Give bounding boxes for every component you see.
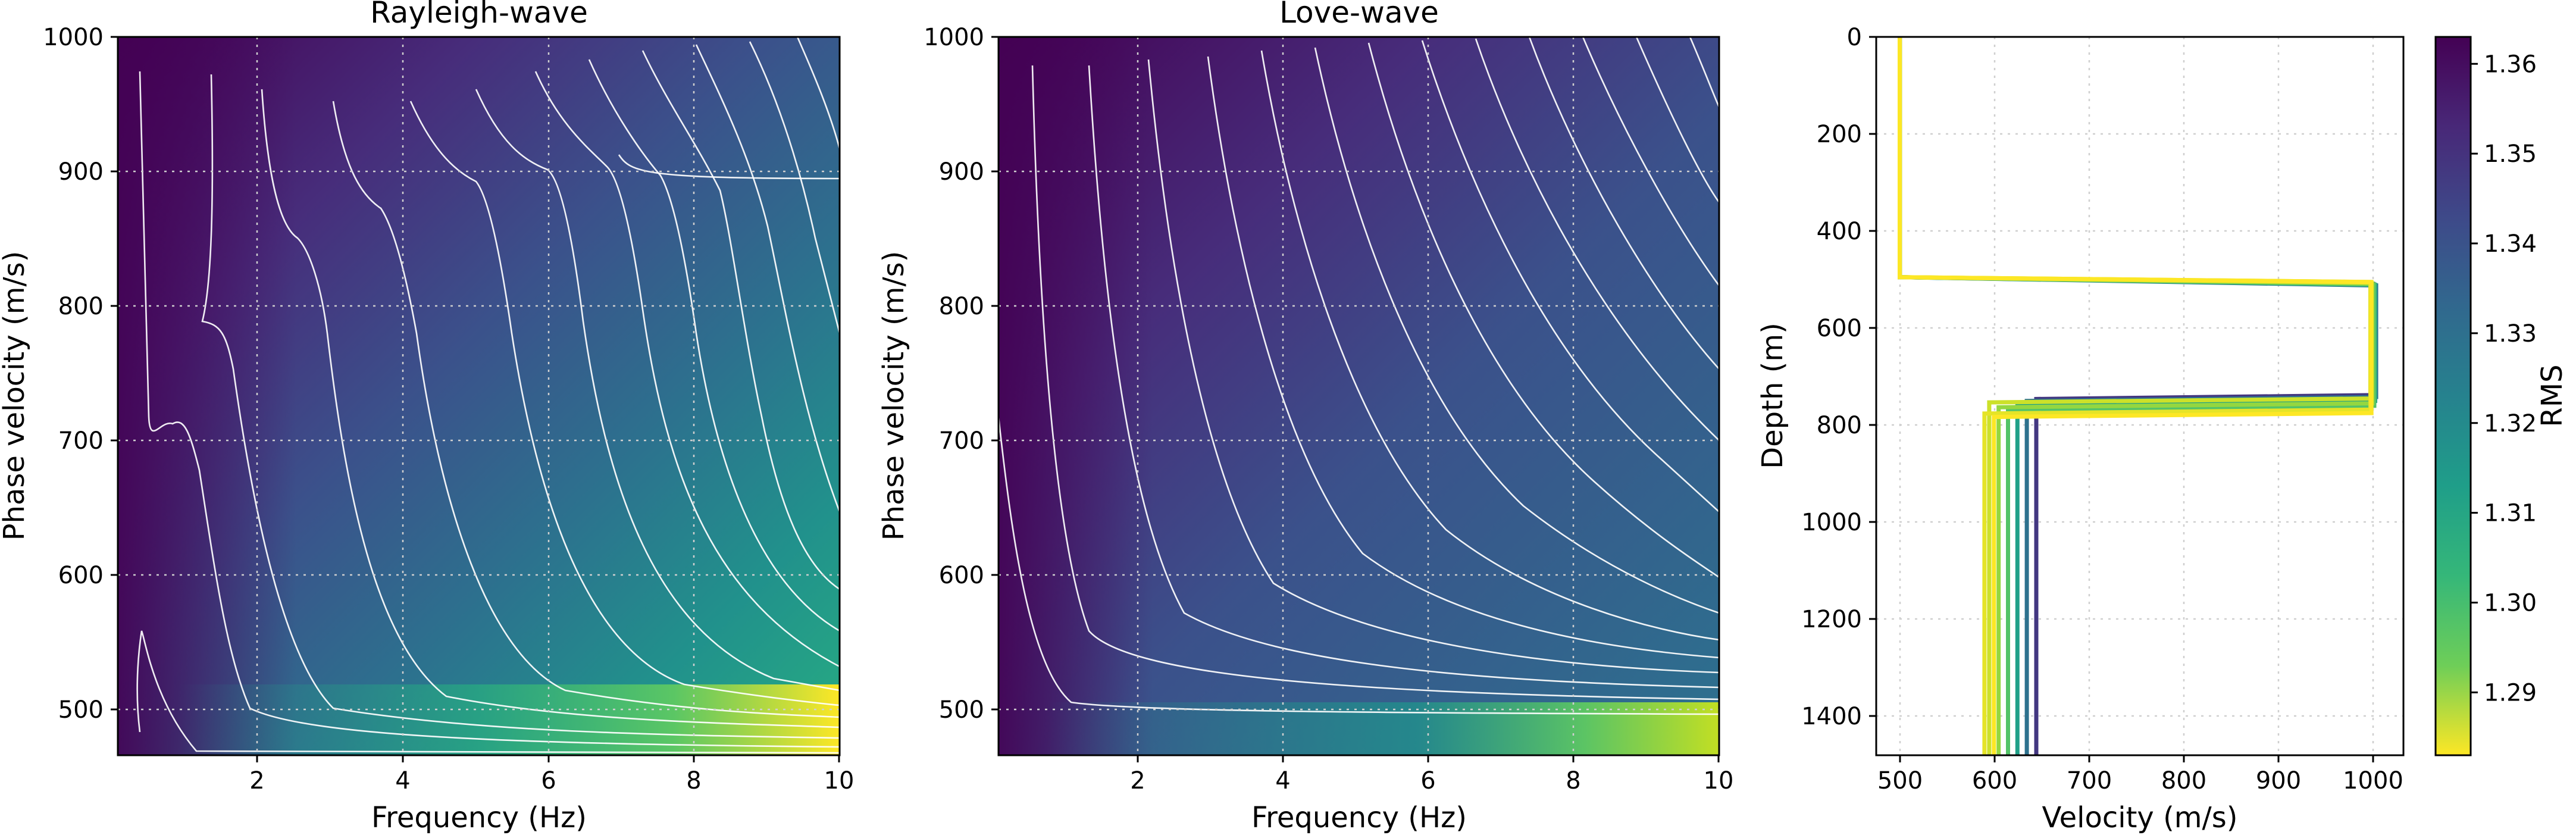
love-title: Love-wave xyxy=(1279,0,1439,30)
love-xtick: 8 xyxy=(1566,767,1580,795)
love-y-ticks: 500 600 700 800 900 1000 xyxy=(924,24,999,724)
colorbar-tick-label: 1.34 xyxy=(2484,230,2537,258)
love-xtick: 4 xyxy=(1275,767,1290,795)
velocity-ytick: 600 xyxy=(1817,315,1862,342)
colorbar-gradient xyxy=(2436,37,2471,755)
velocity-ytick: 200 xyxy=(1817,121,1862,148)
love-xtick: 2 xyxy=(1130,767,1145,795)
velocity-y-ticks: 0 200 400 600 800 1000 1200 1400 xyxy=(1801,24,1876,730)
rayleigh-xlabel: Frequency (Hz) xyxy=(371,801,587,834)
rayleigh-axes-frame xyxy=(117,36,841,756)
love-contours xyxy=(999,37,1719,715)
velocity-model-line xyxy=(1898,37,2374,755)
rayleigh-xtick: 4 xyxy=(395,767,410,795)
colorbar-tick-label: 1.35 xyxy=(2484,140,2537,168)
rayleigh-ytick: 500 xyxy=(58,696,104,724)
colorbar-frame xyxy=(2434,36,2472,756)
love-xtick: 10 xyxy=(1704,767,1734,795)
velocity-ytick: 800 xyxy=(1817,412,1862,439)
velocity-ytick: 1400 xyxy=(1801,703,1862,730)
colorbar-tick-label: 1.33 xyxy=(2484,320,2537,348)
rayleigh-x-ticks: 2 4 6 8 10 xyxy=(249,755,854,795)
love-axes-frame xyxy=(997,36,1720,756)
rayleigh-ytick: 900 xyxy=(58,158,104,186)
rayleigh-contours xyxy=(136,37,840,754)
rayleigh-title: Rayleigh-wave xyxy=(370,0,588,30)
love-xtick: 6 xyxy=(1420,767,1435,795)
love-ytick: 700 xyxy=(939,427,984,455)
love-ytick: 1000 xyxy=(924,24,984,51)
velocity-grid xyxy=(1876,37,2403,755)
love-ytick: 600 xyxy=(939,562,984,589)
velocity-ytick: 400 xyxy=(1817,218,1862,245)
love-x-ticks: 2 4 6 8 10 xyxy=(1130,755,1733,795)
colorbar: 1.29 1.30 1.31 1.32 1.33 1.34 1.35 1.36 RMS xyxy=(2434,36,2569,756)
velocity-xlabel: Velocity (m/s) xyxy=(2042,801,2238,834)
love-ytick: 800 xyxy=(939,293,984,320)
colorbar-ticks: 1.29 1.30 1.31 1.32 1.33 1.34 1.35 1.36 xyxy=(2471,51,2537,706)
velocity-axes-frame xyxy=(1875,36,2405,756)
rayleigh-ytick: 1000 xyxy=(43,24,104,51)
love-xlabel: Frequency (Hz) xyxy=(1251,801,1467,834)
rayleigh-ylabel: Phase velocity (m/s) xyxy=(0,251,31,541)
rayleigh-xtick: 10 xyxy=(824,767,855,795)
rayleigh-xtick: 6 xyxy=(541,767,556,795)
rayleigh-heatmap xyxy=(118,37,840,755)
rayleigh-xtick: 8 xyxy=(686,767,701,795)
colorbar-label: RMS xyxy=(2536,364,2569,427)
rayleigh-ytick: 700 xyxy=(58,427,104,455)
velocity-xtick: 900 xyxy=(2256,767,2301,795)
velocity-x-ticks: 500 600 700 800 900 1000 xyxy=(1877,755,2403,795)
velocity-models xyxy=(1898,37,2378,755)
colorbar-tick-label: 1.29 xyxy=(2484,679,2537,706)
velocity-ytick: 0 xyxy=(1847,24,1862,51)
love-heatmap xyxy=(999,37,1719,755)
velocity-xtick: 600 xyxy=(1972,767,2017,795)
love-ytick: 900 xyxy=(939,158,984,186)
velocity-xtick: 1000 xyxy=(2343,767,2403,795)
rayleigh-panel: 2 4 6 8 10 500 600 700 800 900 1000 Rayl… xyxy=(0,0,854,834)
love-ytick: 500 xyxy=(939,696,984,724)
rayleigh-xtick: 2 xyxy=(249,767,264,795)
colorbar-tick-label: 1.30 xyxy=(2484,590,2537,617)
velocity-xtick: 800 xyxy=(2161,767,2206,795)
love-panel: 2 4 6 8 10 500 600 700 800 900 1000 Love… xyxy=(877,0,1733,834)
rayleigh-ytick: 800 xyxy=(58,293,104,320)
velocity-xtick: 500 xyxy=(1877,767,1923,795)
velocity-ytick: 1200 xyxy=(1801,606,1862,633)
velocity-xtick: 700 xyxy=(2067,767,2112,795)
love-ylabel: Phase velocity (m/s) xyxy=(877,251,910,541)
colorbar-tick-label: 1.31 xyxy=(2484,500,2537,527)
rayleigh-y-ticks: 500 600 700 800 900 1000 xyxy=(43,24,118,724)
rayleigh-ytick: 600 xyxy=(58,562,104,589)
velocity-ytick: 1000 xyxy=(1801,509,1862,536)
velocity-panel: 500 600 700 800 900 1000 0 200 400 600 8… xyxy=(1756,24,2405,834)
velocity-ylabel: Depth (m) xyxy=(1756,323,1789,469)
colorbar-tick-label: 1.32 xyxy=(2484,410,2537,437)
colorbar-tick-label: 1.36 xyxy=(2484,51,2537,78)
